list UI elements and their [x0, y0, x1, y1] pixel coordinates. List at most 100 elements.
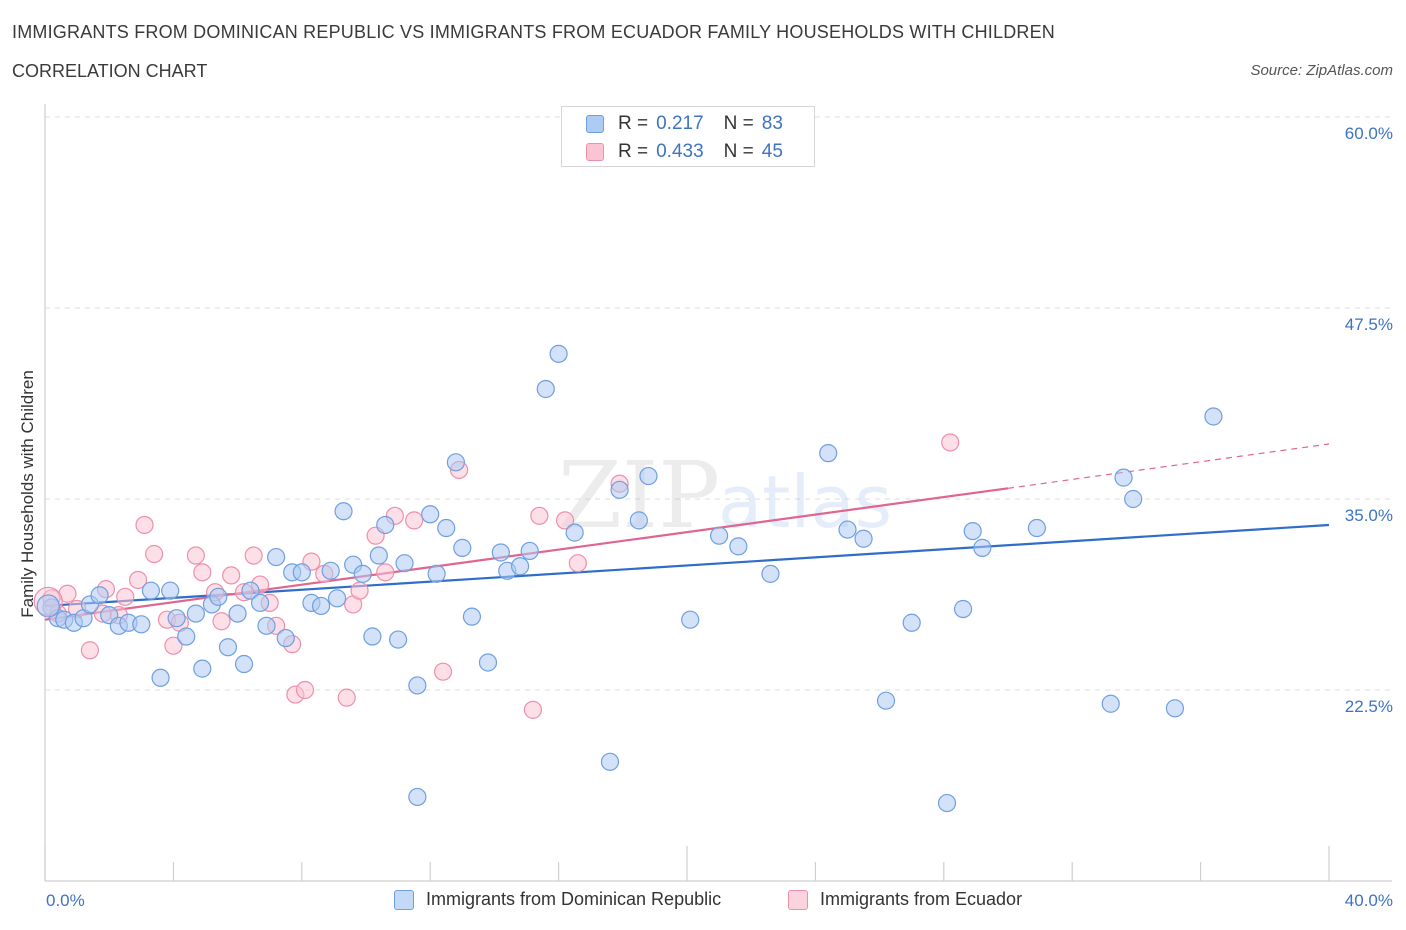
- data-point-dominican: [408, 676, 427, 695]
- x-tick-max: 40.0%: [1344, 891, 1393, 910]
- data-point-ecuador: [222, 566, 241, 585]
- data-point-dominican: [421, 505, 440, 524]
- chart-title: IMMIGRANTS FROM DOMINICAN REPUBLIC VS IM…: [12, 22, 1056, 42]
- data-point-dominican: [510, 557, 530, 576]
- data-point-dominican: [709, 526, 729, 545]
- x-tick-min: 0.0%: [46, 891, 85, 910]
- bottom-legend-label: Immigrants from Ecuador: [820, 889, 1023, 909]
- data-point-dominican: [729, 537, 748, 556]
- data-point-dominican: [234, 654, 254, 674]
- axes: [44, 104, 1392, 882]
- legend-r-value: 0.217: [656, 113, 704, 134]
- y-tick-label: 22.5%: [1345, 697, 1393, 716]
- data-point-dominican: [389, 630, 408, 649]
- data-point-ecuador: [80, 641, 100, 660]
- bottom-legend-swatch-pink: [788, 889, 808, 910]
- bottom-legend-label: Immigrants from Dominican Republic: [426, 889, 722, 909]
- data-point-ecuador: [58, 584, 77, 603]
- data-point-dominican: [292, 563, 311, 582]
- data-point-ecuador: [186, 546, 205, 565]
- legend-n-label: N =: [723, 113, 754, 134]
- data-point-dominican: [267, 547, 286, 567]
- data-point-dominican: [1165, 699, 1185, 718]
- y-tick-labels: 22.5% 35.0% 47.5% 60.0%: [1345, 124, 1393, 716]
- bottom-legend-dominican: Immigrants from Dominican Republic: [394, 889, 721, 910]
- data-point-dominican: [1124, 489, 1143, 509]
- data-point-ecuador: [145, 544, 164, 564]
- y-tick-label: 60.0%: [1345, 124, 1393, 143]
- data-point-dominican: [1027, 518, 1046, 538]
- legend-row-dominican: R = 0.217 N = 83: [586, 111, 783, 137]
- data-point-dominican: [536, 379, 555, 399]
- data-point-dominican: [963, 521, 982, 541]
- data-point-dominican: [363, 627, 382, 646]
- data-point-dominican: [161, 581, 180, 600]
- data-point-dominican: [151, 668, 170, 687]
- data-point-dominican: [876, 691, 896, 710]
- data-point-dominican: [902, 613, 921, 632]
- data-point-dominican: [1101, 694, 1120, 713]
- data-point-dominican: [838, 520, 857, 539]
- data-point-dominican: [565, 523, 584, 542]
- data-point-ecuador: [376, 563, 395, 582]
- data-point-dominican: [209, 587, 228, 606]
- legend-r-value: 0.433: [656, 141, 704, 162]
- grid-lines: [45, 116, 1393, 691]
- legend-n-value: 45: [761, 141, 783, 162]
- data-point-dominican: [228, 604, 247, 623]
- data-point-dominican: [462, 607, 482, 626]
- legend-swatch-pink: [586, 143, 604, 161]
- data-point-dominican: [193, 659, 212, 678]
- data-point-dominican: [446, 453, 465, 472]
- data-point-dominican: [1204, 407, 1223, 426]
- data-point-dominican: [276, 628, 295, 648]
- data-point-ecuador: [116, 587, 135, 606]
- data-point-dominican: [408, 787, 427, 807]
- data-point-ecuador: [523, 700, 543, 719]
- data-point-dominican: [437, 518, 456, 538]
- data-point-dominican: [610, 480, 629, 499]
- data-point-ecuador: [405, 511, 424, 530]
- data-point-ecuador: [555, 511, 575, 530]
- data-point-dominican: [427, 564, 446, 583]
- legend-n-value: 83: [761, 113, 783, 134]
- bottom-legend-ecuador: Immigrants from Ecuador: [788, 889, 1022, 910]
- data-point-dominican: [311, 596, 331, 616]
- data-points: [33, 344, 1223, 813]
- data-point-dominican: [973, 538, 992, 557]
- legend-swatch-blue: [586, 115, 604, 133]
- data-point-dominican: [353, 564, 372, 583]
- legend-r-label: R =: [618, 141, 649, 162]
- data-point-ecuador: [128, 570, 148, 590]
- legend-n-label: N =: [723, 141, 754, 162]
- y-tick-label: 47.5%: [1345, 315, 1393, 334]
- data-point-dominican: [395, 554, 414, 573]
- data-point-dominican: [761, 564, 780, 583]
- data-point-ecuador: [135, 515, 154, 535]
- data-point-dominican: [520, 541, 539, 561]
- data-point-ecuador: [212, 612, 231, 631]
- data-point-dominican: [90, 586, 109, 605]
- data-point-dominican: [218, 638, 238, 657]
- data-point-dominican: [257, 616, 276, 635]
- legend-r-label: R =: [618, 113, 649, 134]
- source-label: Source: ZipAtlas.com: [1250, 62, 1393, 79]
- data-point-dominican: [250, 593, 270, 613]
- data-point-dominican: [369, 546, 388, 565]
- data-point-ecuador: [433, 662, 453, 681]
- trend-line-ecuador-extended: [1007, 443, 1330, 489]
- data-point-ecuador: [164, 636, 183, 655]
- data-point-dominican: [549, 344, 568, 363]
- data-point-ecuador: [193, 563, 212, 582]
- data-point-dominican: [478, 653, 498, 672]
- data-point-ecuador: [941, 433, 960, 452]
- data-point-dominican: [681, 610, 700, 629]
- data-point-dominican: [141, 581, 161, 600]
- data-point-dominican: [953, 599, 973, 619]
- correlation-legend: R = 0.217 N = 83 R = 0.433 N = 45: [561, 106, 815, 167]
- data-point-dominican: [241, 581, 260, 600]
- data-point-ecuador: [530, 506, 549, 525]
- data-point-ecuador: [568, 554, 587, 573]
- data-point-ecuador: [244, 546, 263, 565]
